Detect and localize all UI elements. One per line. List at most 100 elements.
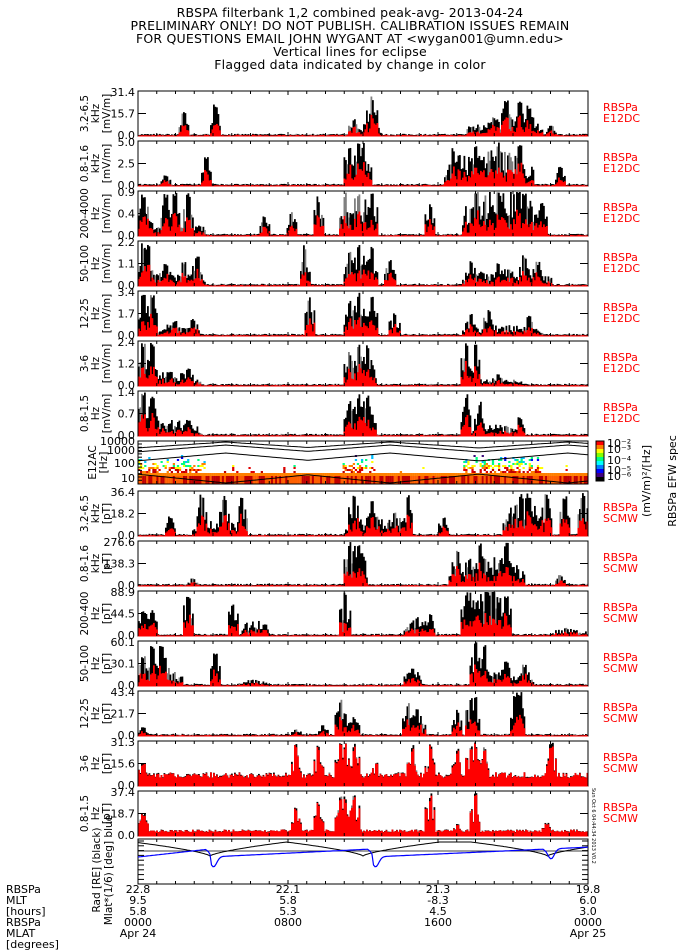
peak-bar xyxy=(462,330,464,336)
avg-bar xyxy=(534,225,536,236)
peak-bar xyxy=(267,383,269,386)
peak-bar xyxy=(451,434,454,436)
peak-bar xyxy=(457,134,460,136)
peak-bar xyxy=(384,384,386,386)
avg-bar xyxy=(501,172,503,186)
avg-bar xyxy=(484,177,487,186)
y-axis-unit-label: [mV/m] xyxy=(101,394,113,433)
peak-bar xyxy=(318,434,320,436)
peak-bar xyxy=(570,284,572,286)
avg-bar xyxy=(363,162,365,186)
spectrogram-cell xyxy=(230,473,233,476)
avg-bar xyxy=(501,280,503,286)
avg-bar xyxy=(205,334,208,336)
avg-bar xyxy=(141,321,143,336)
avg-bar xyxy=(529,282,532,286)
y-axis-unit-label: Hz xyxy=(90,306,102,320)
peak-bar xyxy=(462,168,464,186)
peak-bar xyxy=(343,324,346,336)
peak-bar xyxy=(399,233,401,236)
peak-bar xyxy=(163,134,166,136)
peak-bar xyxy=(411,334,413,336)
spectrogram-cell xyxy=(203,461,206,463)
spectrogram-cell xyxy=(260,473,263,476)
peak-bar xyxy=(528,208,530,236)
peak-bar xyxy=(496,428,499,436)
avg-bar xyxy=(582,134,584,136)
avg-bar xyxy=(198,434,200,436)
spectrogram-cell xyxy=(152,469,155,471)
y-tick-label: 0.9 xyxy=(118,186,136,199)
peak-bar xyxy=(322,333,325,336)
avg-bar xyxy=(486,230,488,236)
instrument-label: E12DC xyxy=(603,362,640,375)
peak-bar xyxy=(567,334,569,336)
peak-bar xyxy=(529,434,532,436)
avg-bar xyxy=(184,125,187,136)
avg-bar xyxy=(399,330,401,336)
avg-bar xyxy=(141,414,143,436)
spectrogram-cell xyxy=(287,473,290,476)
avg-bar xyxy=(363,132,365,136)
avg-bar xyxy=(153,134,155,136)
avg-bar xyxy=(420,434,422,436)
peak-bar xyxy=(384,234,386,236)
peak-bar xyxy=(529,175,532,186)
avg-bar xyxy=(531,221,533,236)
peak-bar xyxy=(558,283,560,286)
peak-bar xyxy=(336,434,338,436)
peak-bar xyxy=(529,108,532,136)
avg-bar xyxy=(172,382,175,386)
peak-bar xyxy=(141,343,143,386)
peak-bar xyxy=(526,434,529,436)
avg-bar xyxy=(229,434,232,436)
peak-bar xyxy=(565,434,568,436)
peak-bar xyxy=(585,234,587,236)
avg-bar xyxy=(484,224,487,236)
peak-bar xyxy=(325,134,328,136)
peak-bar xyxy=(490,206,493,236)
peak-bar xyxy=(249,334,251,336)
peak-bar xyxy=(280,183,283,186)
avg-bar xyxy=(237,134,239,136)
peak-bar xyxy=(247,284,250,286)
peak-bar xyxy=(436,134,439,136)
peak-bar xyxy=(232,234,235,236)
spectrogram-cell xyxy=(140,467,143,469)
spectrogram-cell xyxy=(303,473,306,476)
peak-bar xyxy=(375,378,377,386)
avg-bar xyxy=(357,163,359,186)
avg-bar xyxy=(487,384,490,386)
peak-bar xyxy=(504,380,506,386)
peak-bar xyxy=(322,384,325,386)
spectrogram-cell xyxy=(238,473,241,476)
spectrogram-cell xyxy=(195,473,198,476)
peak-bar xyxy=(378,184,380,186)
avg-bar xyxy=(481,172,484,186)
peak-bar xyxy=(160,181,163,186)
peak-bar xyxy=(208,170,211,186)
peak-bar xyxy=(262,283,265,286)
peak-bar xyxy=(498,264,500,286)
avg-bar xyxy=(141,272,143,286)
peak-bar xyxy=(207,157,209,186)
spectrogram-cell xyxy=(197,459,200,461)
peak-bar xyxy=(139,362,142,386)
avg-bar xyxy=(339,228,341,236)
avg-bar xyxy=(145,271,148,286)
peak-bar xyxy=(567,134,569,136)
peak-bar xyxy=(327,134,329,136)
peak-bar xyxy=(210,125,212,136)
peak-bar xyxy=(222,384,224,386)
avg-bar xyxy=(393,384,395,386)
peak-bar xyxy=(538,261,541,286)
avg-bar xyxy=(547,132,550,136)
y-tick-label: 2.5 xyxy=(118,158,136,171)
avg-bar xyxy=(472,131,475,136)
spectrogram-cell xyxy=(342,476,345,484)
peak-bar xyxy=(471,370,473,386)
peak-bar xyxy=(487,382,490,386)
peak-bar xyxy=(438,334,440,336)
peak-bar xyxy=(255,133,257,136)
peak-bar xyxy=(324,284,326,286)
